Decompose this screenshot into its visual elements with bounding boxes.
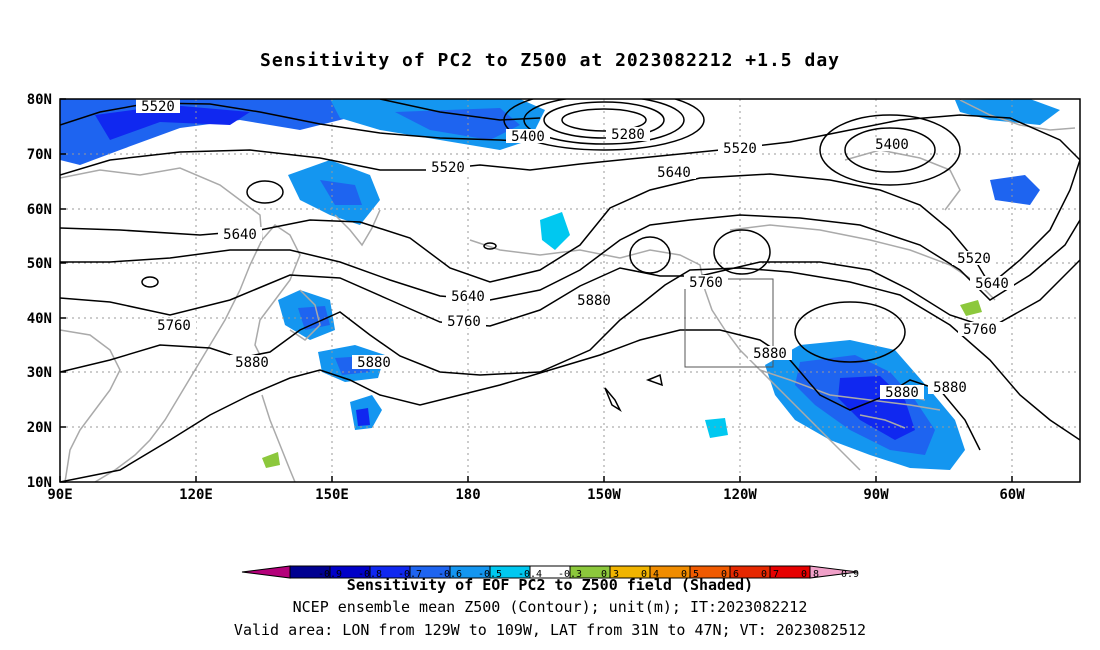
- shade-blob-arctic-west-inner: [95, 105, 250, 140]
- footer-line-3: Valid area: LON from 129W to 109W, LAT f…: [233, 621, 867, 639]
- contour-high-gulf: [794, 301, 906, 363]
- contour-label: 5760: [157, 318, 191, 334]
- graticule: [60, 99, 1080, 482]
- contour-label: 5280: [611, 127, 645, 143]
- contour-low-greenland: [844, 127, 936, 173]
- contour-5280-low: [561, 108, 647, 132]
- contour-low-pacific-nw: [629, 236, 671, 274]
- contour-label: 5520: [141, 99, 175, 115]
- contour-small-pacific: [604, 387, 622, 413]
- colorbar-tick-label: -0.7: [398, 569, 422, 580]
- lon-label: 180: [455, 487, 480, 503]
- contour-5280-ring3: [523, 99, 685, 145]
- colorbar: -0.9 -0.8 -0.7 -0.6 -0.5 -0.4 -0.3 0.3 0.4 0.5 0.6…: [241, 565, 859, 580]
- shade-blob-cuba-west: [705, 418, 728, 438]
- footer-line-1: Sensitivity of EOF PC2 to Z500 field (Sh…: [346, 576, 754, 594]
- shade-blob-philippine-sea-inner: [356, 408, 370, 426]
- lon-label: 150E: [315, 487, 349, 503]
- colorbar-tick-label: 0.9: [841, 569, 859, 580]
- colorbar-tick-label: -0.3: [558, 569, 582, 580]
- contour-label: 5880: [885, 385, 919, 401]
- contour-label: 5640: [451, 289, 485, 305]
- colorbar-right-arrow: [809, 565, 859, 579]
- lat-label: 70N: [27, 147, 52, 163]
- lat-label: 30N: [27, 365, 52, 381]
- colorbar-tick-label: 0.8: [801, 569, 819, 580]
- map-title: Sensitivity of PC2 to Z500 at 2023082212…: [259, 50, 840, 71]
- lon-label: 90W: [863, 487, 889, 503]
- lon-label: 90E: [47, 487, 72, 503]
- contour-5520-mid: [60, 114, 1080, 176]
- colorbar-tick-label: -0.8: [358, 569, 382, 580]
- contour-label: 5760: [447, 314, 481, 330]
- contour-small-mexico: [645, 373, 663, 387]
- colorbar-tick-label: 0.5: [681, 569, 699, 580]
- contour-high-rockies: [713, 229, 771, 275]
- valid-area-box: [684, 278, 774, 368]
- lon-label: 120W: [723, 487, 757, 503]
- shade-blob-green-sw: [262, 452, 280, 468]
- z500-contours: [60, 99, 1080, 482]
- contour-high-siberia: [246, 180, 284, 204]
- tick-marks: [59, 98, 1013, 483]
- contour-label: 5880: [357, 355, 391, 371]
- shade-blob-green-east: [960, 300, 982, 316]
- contour-label: 5640: [223, 227, 257, 243]
- contour-label: 5880: [577, 293, 611, 309]
- contour-label: 5880: [933, 380, 967, 396]
- contour-label: 5520: [723, 141, 757, 157]
- contour-label: 5880: [235, 355, 269, 371]
- longitude-labels: 90E 120E 150E 180 150W 120W 90W 60W: [47, 487, 1025, 503]
- contour-labels: 5520 5400 5280 5520 5400 5520 5640 5640 …: [136, 99, 1014, 401]
- colorbar-tick-label: -0.5: [478, 569, 502, 580]
- contour-label: 5520: [431, 160, 465, 176]
- contour-5400-arctic: [379, 99, 541, 121]
- shade-blob-greenland: [955, 99, 1060, 125]
- lat-label: 60N: [27, 202, 52, 218]
- lon-label: 60W: [999, 487, 1025, 503]
- contour-5280-ring4: [503, 99, 705, 151]
- contour-5280-ring2: [543, 101, 665, 139]
- contour-5880-b: [739, 267, 1080, 441]
- contour-label: 5640: [657, 165, 691, 181]
- colorbar-tick-label: 0.7: [761, 569, 779, 580]
- colorbar-tick-label: 0.6: [721, 569, 739, 580]
- sensitivity-shading: [60, 99, 1060, 470]
- colorbar-tick-label: 0.4: [641, 569, 659, 580]
- contour-high-pacific: [483, 242, 497, 250]
- colorbar-tick-label: -0.6: [438, 569, 462, 580]
- colorbar-tick-label: -0.9: [318, 569, 342, 580]
- lon-label: 120E: [179, 487, 213, 503]
- colorbar-tick-label: -0.4: [518, 569, 542, 580]
- lon-label: 150W: [587, 487, 621, 503]
- contour-5880-a: [60, 267, 741, 376]
- shade-blob-labrador: [990, 175, 1040, 205]
- contour-low-greenland-inner: [819, 114, 961, 186]
- lat-label: 20N: [27, 420, 52, 436]
- coastlines: [60, 99, 1076, 482]
- contour-5760-a: [60, 259, 1080, 329]
- contour-label: 5640: [975, 276, 1009, 292]
- latitude-labels: 80N 70N 60N 50N 40N 30N 20N 10N: [27, 92, 52, 491]
- contour-label: 5760: [963, 322, 997, 338]
- shade-blob-siberia-inner: [320, 180, 362, 205]
- footer-line-2: NCEP ensemble mean Z500 (Contour); unit(…: [292, 598, 808, 616]
- map-frame-border: [59, 98, 1081, 483]
- lat-label: 50N: [27, 256, 52, 272]
- contour-5520-north: [60, 102, 541, 143]
- contour-label: 5400: [511, 129, 545, 145]
- contour-label: 5880: [753, 346, 787, 362]
- contour-5880-c: [60, 329, 981, 482]
- lat-label: 40N: [27, 311, 52, 327]
- shade-blob-aleutian: [540, 212, 570, 250]
- contour-high-aleutian: [141, 276, 159, 288]
- colorbar-tick-label: 0.3: [601, 569, 619, 580]
- contour-label: 5400: [875, 137, 909, 153]
- contour-label: 5760: [689, 275, 723, 291]
- lat-label: 10N: [27, 475, 52, 491]
- shade-blob-arctic-mid-inner: [395, 108, 520, 140]
- contour-label: 5520: [957, 251, 991, 267]
- lat-label: 80N: [27, 92, 52, 108]
